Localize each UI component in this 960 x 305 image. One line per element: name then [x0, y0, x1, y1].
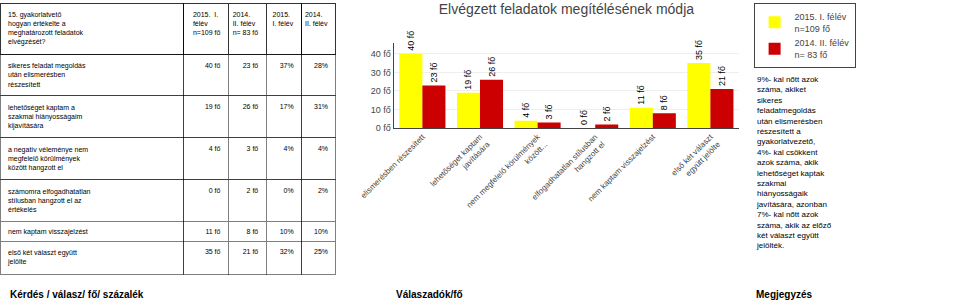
svg-text:40 fő: 40 fő [406, 31, 416, 51]
svg-text:a negatív véleménye nemmegfele: a negatív véleménye nemmegfelelő körülmé… [8, 146, 88, 172]
svg-text:10%: 10% [314, 228, 328, 235]
svg-text:2014.II. félév: 2014.II. félév [305, 11, 328, 27]
svg-text:0%: 0% [284, 187, 294, 194]
svg-text:0 fő: 0 fő [376, 123, 391, 133]
svg-text:4%: 4% [318, 145, 328, 152]
svg-text:Válaszadók/fő: Válaszadók/fő [396, 289, 463, 300]
svg-text:11 fő: 11 fő [636, 85, 646, 104]
svg-text:nem megfelelő körülményekközöt: nem megfelelő körülményekközött... [465, 132, 550, 217]
svg-text:37%: 37% [280, 62, 294, 69]
svg-text:35 fő: 35 fő [694, 40, 704, 60]
svg-text:10 fő: 10 fő [371, 105, 391, 115]
svg-text:2%: 2% [318, 187, 328, 194]
svg-text:2014.II. félévn= 83 fő: 2014.II. félévn= 83 fő [233, 11, 259, 36]
svg-text:10%: 10% [280, 228, 294, 235]
svg-text:sikeres feladat megoldásután e: sikeres feladat megoldásután elismerésbe… [8, 62, 86, 87]
svg-text:Elvégzett feladatok megítélésé: Elvégzett feladatok megítélésének módja [439, 1, 694, 17]
svg-text:2 fő: 2 fő [247, 187, 259, 194]
svg-text:20 fő: 20 fő [371, 86, 391, 96]
svg-text:23 fő: 23 fő [429, 62, 439, 82]
svg-text:2015. I.félévn=109 fő: 2015. I.félévn=109 fő [193, 11, 221, 36]
svg-text:0 fő: 0 fő [579, 110, 589, 125]
svg-text:40 fő: 40 fő [371, 49, 391, 59]
svg-text:25%: 25% [314, 248, 328, 255]
svg-text:15. gyakorlatvetőhogyan értéke: 15. gyakorlatvetőhogyan értékelte amegha… [8, 11, 84, 46]
svg-text:4 fő: 4 fő [521, 103, 531, 118]
svg-text:30 fő: 30 fő [371, 68, 391, 78]
svg-text:elfogadhatatlan stílusbanhangz: elfogadhatatlan stílusbanhangzott el [530, 132, 607, 209]
svg-text:elismerésben részesített: elismerésben részesített [359, 132, 427, 200]
svg-text:Kérdés / válasz/ fő/ százalék: Kérdés / válasz/ fő/ százalék [10, 289, 144, 300]
svg-text:21 fő: 21 fő [717, 66, 727, 86]
svg-text:2014. II. félévn= 83 fő: 2014. II. félévn= 83 fő [795, 38, 850, 60]
svg-text:Megjegyzés: Megjegyzés [756, 289, 813, 300]
svg-text:első két választ együttjelölte: első két választ együttjelölte [7, 249, 77, 266]
svg-text:3 fő: 3 fő [247, 145, 259, 152]
svg-text:2015.I. félév: 2015.I. félév [273, 11, 294, 27]
svg-text:8 fő: 8 fő [659, 95, 669, 110]
svg-text:35 fő: 35 fő [205, 248, 221, 255]
svg-text:31%: 31% [314, 103, 328, 110]
svg-text:21 fő: 21 fő [243, 248, 259, 255]
svg-text:26 fő: 26 fő [243, 103, 259, 110]
svg-text:2015. I. félévn=109 fő: 2015. I. félévn=109 fő [795, 12, 847, 34]
svg-text:nem kaptam visszajelzést: nem kaptam visszajelzést [586, 132, 657, 203]
svg-text:nem kaptam visszajelzést: nem kaptam visszajelzést [8, 228, 88, 236]
svg-text:32%: 32% [280, 248, 294, 255]
svg-text:40 fő: 40 fő [205, 62, 221, 69]
svg-text:4%: 4% [284, 145, 294, 152]
svg-text:első két választegyütt jelölte: első két választegyütt jelölte [670, 132, 723, 185]
svg-text:számomra elfogadhatatlanstílus: számomra elfogadhatatlanstílusban hangzo… [8, 188, 91, 213]
svg-text:8 fő: 8 fő [247, 228, 259, 235]
svg-text:4 fő: 4 fő [209, 145, 221, 152]
svg-text:17%: 17% [280, 103, 294, 110]
svg-text:lehetőséget kaptam aszakmai hi: lehetőséget kaptam aszakmai hiányosságai… [8, 104, 82, 130]
svg-text:28%: 28% [314, 62, 328, 69]
svg-text:19 fő: 19 fő [205, 103, 221, 110]
svg-text:9%- kal nőtt azokszáma, akiket: 9%- kal nőtt azokszáma, akiketsikeresfel… [756, 75, 832, 250]
svg-text:19 fő: 19 fő [463, 70, 473, 90]
svg-text:23 fő: 23 fő [243, 62, 259, 69]
svg-text:26 fő: 26 fő [487, 57, 497, 77]
svg-text:11 fő: 11 fő [205, 228, 220, 235]
svg-text:3 fő: 3 fő [544, 105, 554, 120]
svg-text:2 fő: 2 fő [602, 106, 612, 121]
svg-text:lehetőséget kaptamjavítására: lehetőséget kaptamjavítására [429, 132, 492, 195]
svg-text:0 fő: 0 fő [209, 187, 221, 194]
